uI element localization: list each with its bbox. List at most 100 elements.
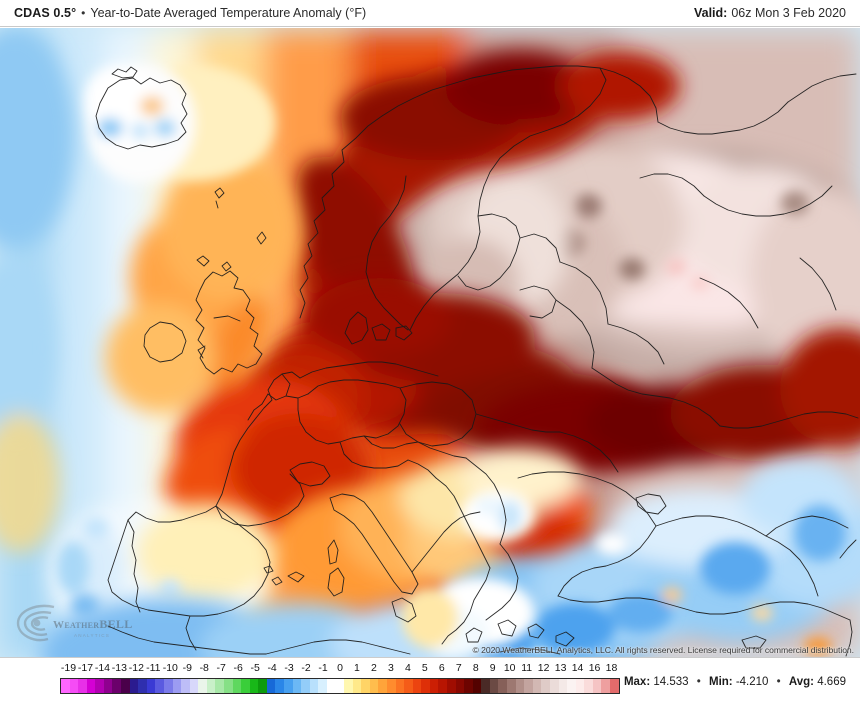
colorbar-tick-label: -14 xyxy=(94,662,111,674)
colorbar-tick-label: -2 xyxy=(301,662,311,674)
colorbar-tick-label: 0 xyxy=(337,662,343,674)
colorbar-cell xyxy=(438,679,448,693)
avg-label: Avg: xyxy=(788,676,815,688)
colorbar-cell xyxy=(455,679,465,693)
colorbar-cell xyxy=(369,679,379,693)
colorbar-tick-label: 7 xyxy=(455,662,462,674)
colorbar-tick-label: -7 xyxy=(216,662,226,674)
colorbar-tick-label: 18 xyxy=(605,662,618,674)
colorbar-cell xyxy=(489,679,499,693)
colorbar-cell xyxy=(155,679,164,693)
colorbar-tick-label: -5 xyxy=(250,662,260,674)
header-title-group: CDAS 0.5° • Year-to-Date Averaged Temper… xyxy=(14,6,366,20)
colorbar-cell xyxy=(69,679,79,693)
colorbar-tick-label: 11 xyxy=(521,662,533,674)
coastline-and-borders xyxy=(95,65,859,657)
colorbar-tick-label: 1 xyxy=(354,662,360,674)
colorbar-tick-label: 16 xyxy=(588,662,601,674)
colorbar-cell xyxy=(344,679,353,693)
header-bar: CDAS 0.5° • Year-to-Date Averaged Temper… xyxy=(0,0,860,27)
colorbar-tick-label: 8 xyxy=(472,662,479,674)
colorbar-cell xyxy=(558,679,568,693)
stat-separator-2: • xyxy=(776,676,781,688)
colorbar-cell xyxy=(215,679,224,693)
colorbar-cell xyxy=(378,679,387,693)
colorbar-cell xyxy=(121,679,130,693)
colorbar-cell xyxy=(206,679,216,693)
colorbar-cell xyxy=(472,679,482,693)
stat-separator-1: • xyxy=(696,676,701,688)
atlantic-cool xyxy=(0,28,75,553)
iceland-anomaly xyxy=(82,63,275,183)
colorbar-cell xyxy=(318,679,327,693)
colorbar-cell xyxy=(567,679,576,693)
colorbar-cell xyxy=(189,679,199,693)
colorbar-tick-label: -4 xyxy=(267,662,277,674)
colorbar-tick-label: -8 xyxy=(199,662,209,674)
colorbar-tick-label: -13 xyxy=(111,662,127,674)
colorbar-cell xyxy=(138,679,147,693)
colorbar-cell xyxy=(361,679,370,693)
colorbar-cell xyxy=(112,679,122,693)
colorbar-cell xyxy=(146,679,156,693)
colorbar-cell xyxy=(395,679,405,693)
south-europe-warm xyxy=(275,448,595,608)
colorbar-cell xyxy=(421,679,430,693)
colorbar-cell xyxy=(78,679,87,693)
colorbar-tick-label: -19 xyxy=(60,662,77,674)
map-canvas[interactable]: WEATHERBELL ANALYTICS © 2020 WeatherBELL… xyxy=(0,28,860,658)
colorbar-tick-label: -3 xyxy=(284,662,294,674)
colorbar-tick-label: -17 xyxy=(77,662,94,674)
colorbar-cell xyxy=(352,679,362,693)
temperature-anomaly-field xyxy=(0,28,860,657)
colorbar-tick-label: 12 xyxy=(537,662,550,674)
colorbar-cell xyxy=(284,679,293,693)
colorbar-cell xyxy=(129,679,139,693)
valid-time-group: Valid: 06z Mon 3 Feb 2020 xyxy=(694,6,846,20)
cool-core-cells xyxy=(477,505,846,656)
colorbar-tick-label: 4 xyxy=(404,662,411,674)
colorbar[interactable] xyxy=(60,678,620,694)
colorbar-tick-label: 6 xyxy=(438,662,445,674)
colorbar-cell xyxy=(61,679,70,693)
colorbar-cell xyxy=(86,679,96,693)
colorbar-cell xyxy=(592,679,602,693)
avg-value: 4.669 xyxy=(817,676,846,688)
colorbar-cell xyxy=(258,679,267,693)
colorbar-tick-label: 9 xyxy=(489,662,496,674)
model-name: CDAS 0.5° xyxy=(14,6,77,20)
colorbar-tick-label: -9 xyxy=(182,662,192,674)
colorbar-tick-label: -6 xyxy=(233,662,243,674)
colorbar-cell xyxy=(515,679,525,693)
colorbar-cell xyxy=(103,679,113,693)
colorbar-cell xyxy=(481,679,490,693)
colorbar-cell xyxy=(524,679,533,693)
colorbar-cell xyxy=(447,679,456,693)
colorbar-cell xyxy=(292,679,302,693)
colorbar-cell xyxy=(241,679,250,693)
carpathian-cool-pocket xyxy=(461,490,533,540)
colorbar-cell xyxy=(172,679,182,693)
min-label: Min: xyxy=(708,676,733,688)
colorbar-tick-label: -11 xyxy=(146,662,161,674)
colorbar-cell xyxy=(549,679,559,693)
colorbar-cell xyxy=(249,679,259,693)
colorbar-cell xyxy=(95,679,104,693)
colorbar-cell xyxy=(335,679,345,693)
colorbar-cell xyxy=(163,679,173,693)
valid-label: Valid: xyxy=(693,6,728,20)
colorbar-cell xyxy=(464,679,473,693)
aegean-transition xyxy=(402,578,535,657)
header-separator-dot: • xyxy=(81,6,86,20)
colorbar-cell xyxy=(223,679,233,693)
min-value: -4.210 xyxy=(735,676,769,688)
colorbar-cell xyxy=(429,679,439,693)
colorbar-cell xyxy=(386,679,396,693)
colorbar-cell xyxy=(404,679,413,693)
colorbar-cell xyxy=(532,679,542,693)
colorbar-tick-label: -10 xyxy=(162,662,178,674)
colorbar-tick-labels: -19 -17 -14 -13 -12 -11 -10 -9 -8 -7 -6 -5 -4 -3 -2 -1 0… xyxy=(60,662,620,677)
colorbar-cell xyxy=(584,679,593,693)
colorbar-cell xyxy=(412,679,422,693)
